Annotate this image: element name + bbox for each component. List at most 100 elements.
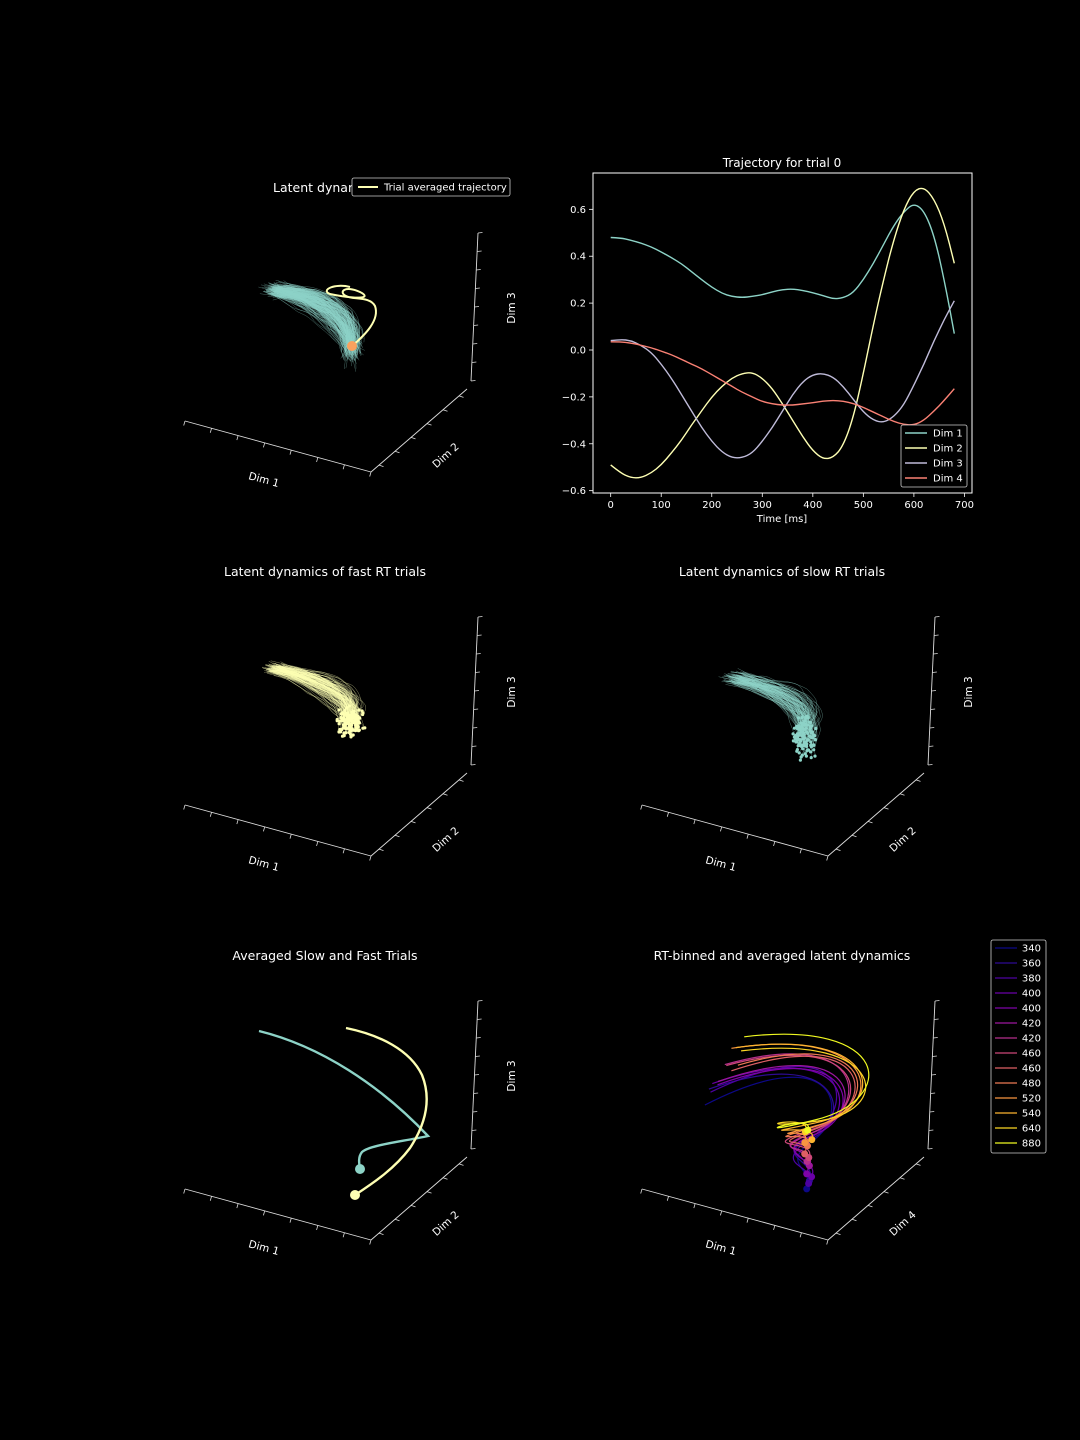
fast-y-tick [442,793,448,796]
slow-trial-line [727,675,800,741]
fast-trial-line [278,667,347,731]
slow-trial-end-marker [805,714,809,719]
fast-trial-end-marker [349,735,353,739]
trial0-series-lines [610,187,955,479]
latent-trial-line [277,292,355,350]
averaged-x-axis-line [184,1188,372,1241]
latent-dynamics-title: Latent dynamics [273,180,377,195]
latent-dynamics-3d-panel: Latent dynamics Trial averaged trajector… [183,177,518,490]
fast-z-tick [473,708,479,710]
averaged-y-tick [426,1191,432,1194]
rt-binned-end-marker [804,1126,812,1134]
slow-trial-end-marker [796,716,801,720]
slow-trial-line [733,676,809,750]
trial0-panel: Trajectory for trial 0 0 100 200 300 400 500 6… [562,156,974,525]
trial0-legend-box [900,424,968,488]
rt-binned-legend-label: 400 [1022,1004,1041,1015]
latent-y-tick [410,437,416,440]
slow-z-tick [934,616,940,618]
slow-trial-line [737,674,817,734]
averaged-z-tick [477,1018,482,1020]
slow-trial-line [731,679,800,729]
slow-trial-end-marker [809,750,813,754]
slow-z-tick [934,634,939,636]
latent-z-tick [477,250,482,252]
rt-binned-legend-label: 360 [1022,959,1041,970]
trial0-plot-frame [592,172,973,494]
trial0-y-tick-label: −0.4 [562,439,586,450]
slow-trial-end-marker [791,732,795,736]
latent-trial-line [270,287,351,351]
latent-trial-line [275,287,350,351]
fast-z-tick [477,634,482,636]
rt-binned-y-axis-line [827,1156,925,1241]
slow-x-tick [666,812,669,817]
slow-trial-end-marker [812,743,816,748]
latent-z-tick [472,343,478,345]
trial0-x-tick-label: 0 [607,500,613,511]
trial0-y-tick-label: −0.6 [562,486,586,497]
slow-x-axis-line [641,804,829,857]
fast-trial-line [268,671,345,722]
rt-binned-y-tick [915,1163,921,1166]
slow-trial-lines [718,668,823,762]
fast-x-tick [209,812,212,817]
trial0-y-tick-label: 0.2 [570,299,586,310]
fast-z-tick [477,616,483,618]
slow-trial-end-marker [797,751,801,755]
slow-x-tick [773,841,776,847]
slow-z-tick [930,708,936,710]
latent-x-tick [209,428,212,433]
slow-trial-end-marker [803,752,807,756]
rt-binned-end-marker [801,1139,809,1147]
latent-trial-line [281,289,356,345]
rt-binned-legend-label: 420 [1022,1034,1041,1045]
averaged-z-tick [474,1074,480,1076]
slow-trial-line [727,673,810,717]
trial0-x-tick-label: 300 [753,500,772,511]
averaged-z-tick [477,1000,483,1002]
latent-y-tick [458,395,464,398]
averaged-z-tick [475,1055,480,1057]
fast-trial-end-marker [356,725,360,729]
fast-x-axis-line [184,804,372,857]
slow-trial-line [734,682,812,726]
averaged-zlabel: Dim 3 [506,1060,518,1091]
fast-trial-end-marker [361,711,365,715]
slow-x-tick [799,848,802,854]
fast-trial-end-marker [351,733,355,737]
slow-y-tick [899,793,905,796]
fast-trial-end-marker [357,721,361,725]
fast-trial-end-marker [357,728,361,732]
averaged-z-tick [470,1148,476,1150]
slow-trial-end-marker [798,758,803,762]
fast-trial-line [288,666,352,725]
rt-binned-title: RT-binned and averaged latent dynamics [654,948,911,963]
trial0-xlabel: Time [ms] [756,514,808,525]
slow-x-tick [826,855,829,861]
fast-trial-lines [262,660,367,739]
averaged-x-tick [316,1225,319,1231]
averaged-x-tick [342,1232,345,1238]
slow-z-tick [928,745,934,747]
rt-binned-legend-label: 520 [1022,1094,1041,1105]
rt-binned-curve [731,1043,862,1143]
latent-trial-line [276,292,350,349]
trial0-x-tick-label: 400 [803,500,822,511]
rt-binned-z-tick [928,1129,934,1131]
trial0-x-tick-label: 700 [955,500,974,511]
fast-trial-line [270,665,359,717]
latent-3d-axes [183,232,483,477]
rt-binned-curve [744,1033,870,1131]
fast-y-tick [378,848,384,851]
latent-trial-line [272,296,358,341]
slow-trial-end-marker [797,742,801,746]
averaged-y-tick [378,1232,384,1235]
fast-rt-title: Latent dynamics of fast RT trials [224,564,426,579]
averaged-x-tick [263,1210,266,1216]
latent-trial-line [272,289,352,346]
rt-binned-legend-label: 480 [1022,1079,1041,1090]
slow-trial-end-marker [799,721,803,725]
rt-binned-z-tick [932,1055,937,1057]
trial0-y-tick-label: 0.4 [570,252,586,263]
